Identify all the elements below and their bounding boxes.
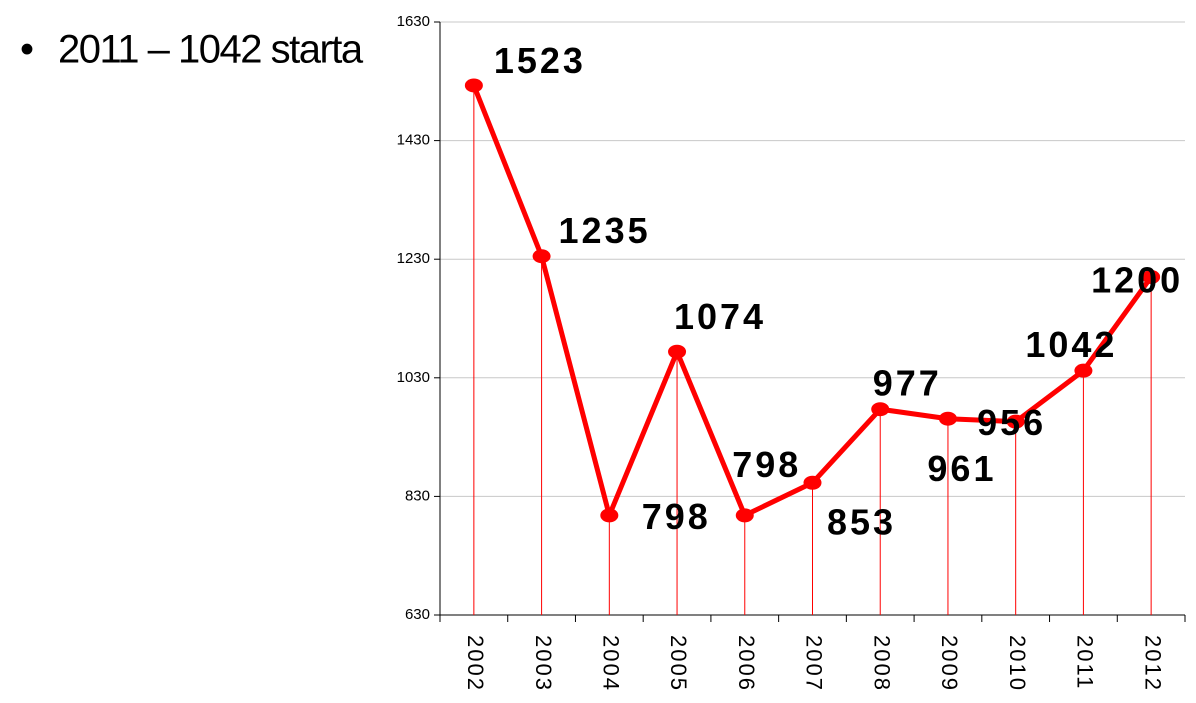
marker [803, 475, 822, 490]
data-label: 1235 [559, 210, 651, 251]
x-tick-label: 2005 [666, 635, 691, 692]
data-label: 1523 [494, 40, 586, 81]
y-tick-label: 1230 [397, 250, 430, 267]
marker [464, 78, 483, 93]
data-label: 1042 [1025, 324, 1117, 365]
line [471, 84, 1154, 518]
x-tick-label: 2008 [869, 635, 894, 692]
marker [1074, 363, 1093, 378]
x-tick-label: 2003 [531, 635, 556, 692]
marker [1142, 269, 1161, 284]
x-tick-label: 2012 [1140, 635, 1165, 692]
x-tick-label: 2011 [1073, 635, 1098, 690]
y-tick-label: 630 [405, 606, 430, 623]
y-tick-label: 830 [405, 487, 430, 504]
x-tick-label: 2007 [802, 635, 827, 692]
marker [668, 344, 687, 359]
x-tick-label: 2002 [463, 635, 488, 692]
y-tick-label: 1430 [397, 132, 430, 149]
y-tick-label: 1630 [397, 13, 430, 30]
marker [532, 249, 551, 264]
marker [938, 411, 957, 426]
bullet-text: 2011 – 1042 starta [58, 28, 364, 72]
x-tick-label: 2006 [734, 635, 759, 692]
bullet-dot: • [20, 28, 33, 72]
marker [1006, 414, 1025, 429]
data-label: 977 [873, 363, 942, 404]
marker [735, 508, 754, 523]
data-label: 961 [927, 448, 996, 489]
data-label: 798 [642, 496, 711, 537]
data-label: 798 [732, 444, 801, 485]
x-tick-label: 2004 [599, 635, 624, 692]
marker [600, 508, 619, 523]
data-label: 1074 [674, 296, 766, 337]
data-label: 1200 [1091, 260, 1183, 301]
data-label: 956 [977, 402, 1046, 443]
x-tick-label: 2009 [937, 635, 962, 692]
marker [871, 402, 890, 417]
y-tick-label: 1030 [397, 369, 430, 386]
x-tick-label: 2010 [1005, 635, 1030, 692]
data-label: 853 [827, 501, 896, 542]
